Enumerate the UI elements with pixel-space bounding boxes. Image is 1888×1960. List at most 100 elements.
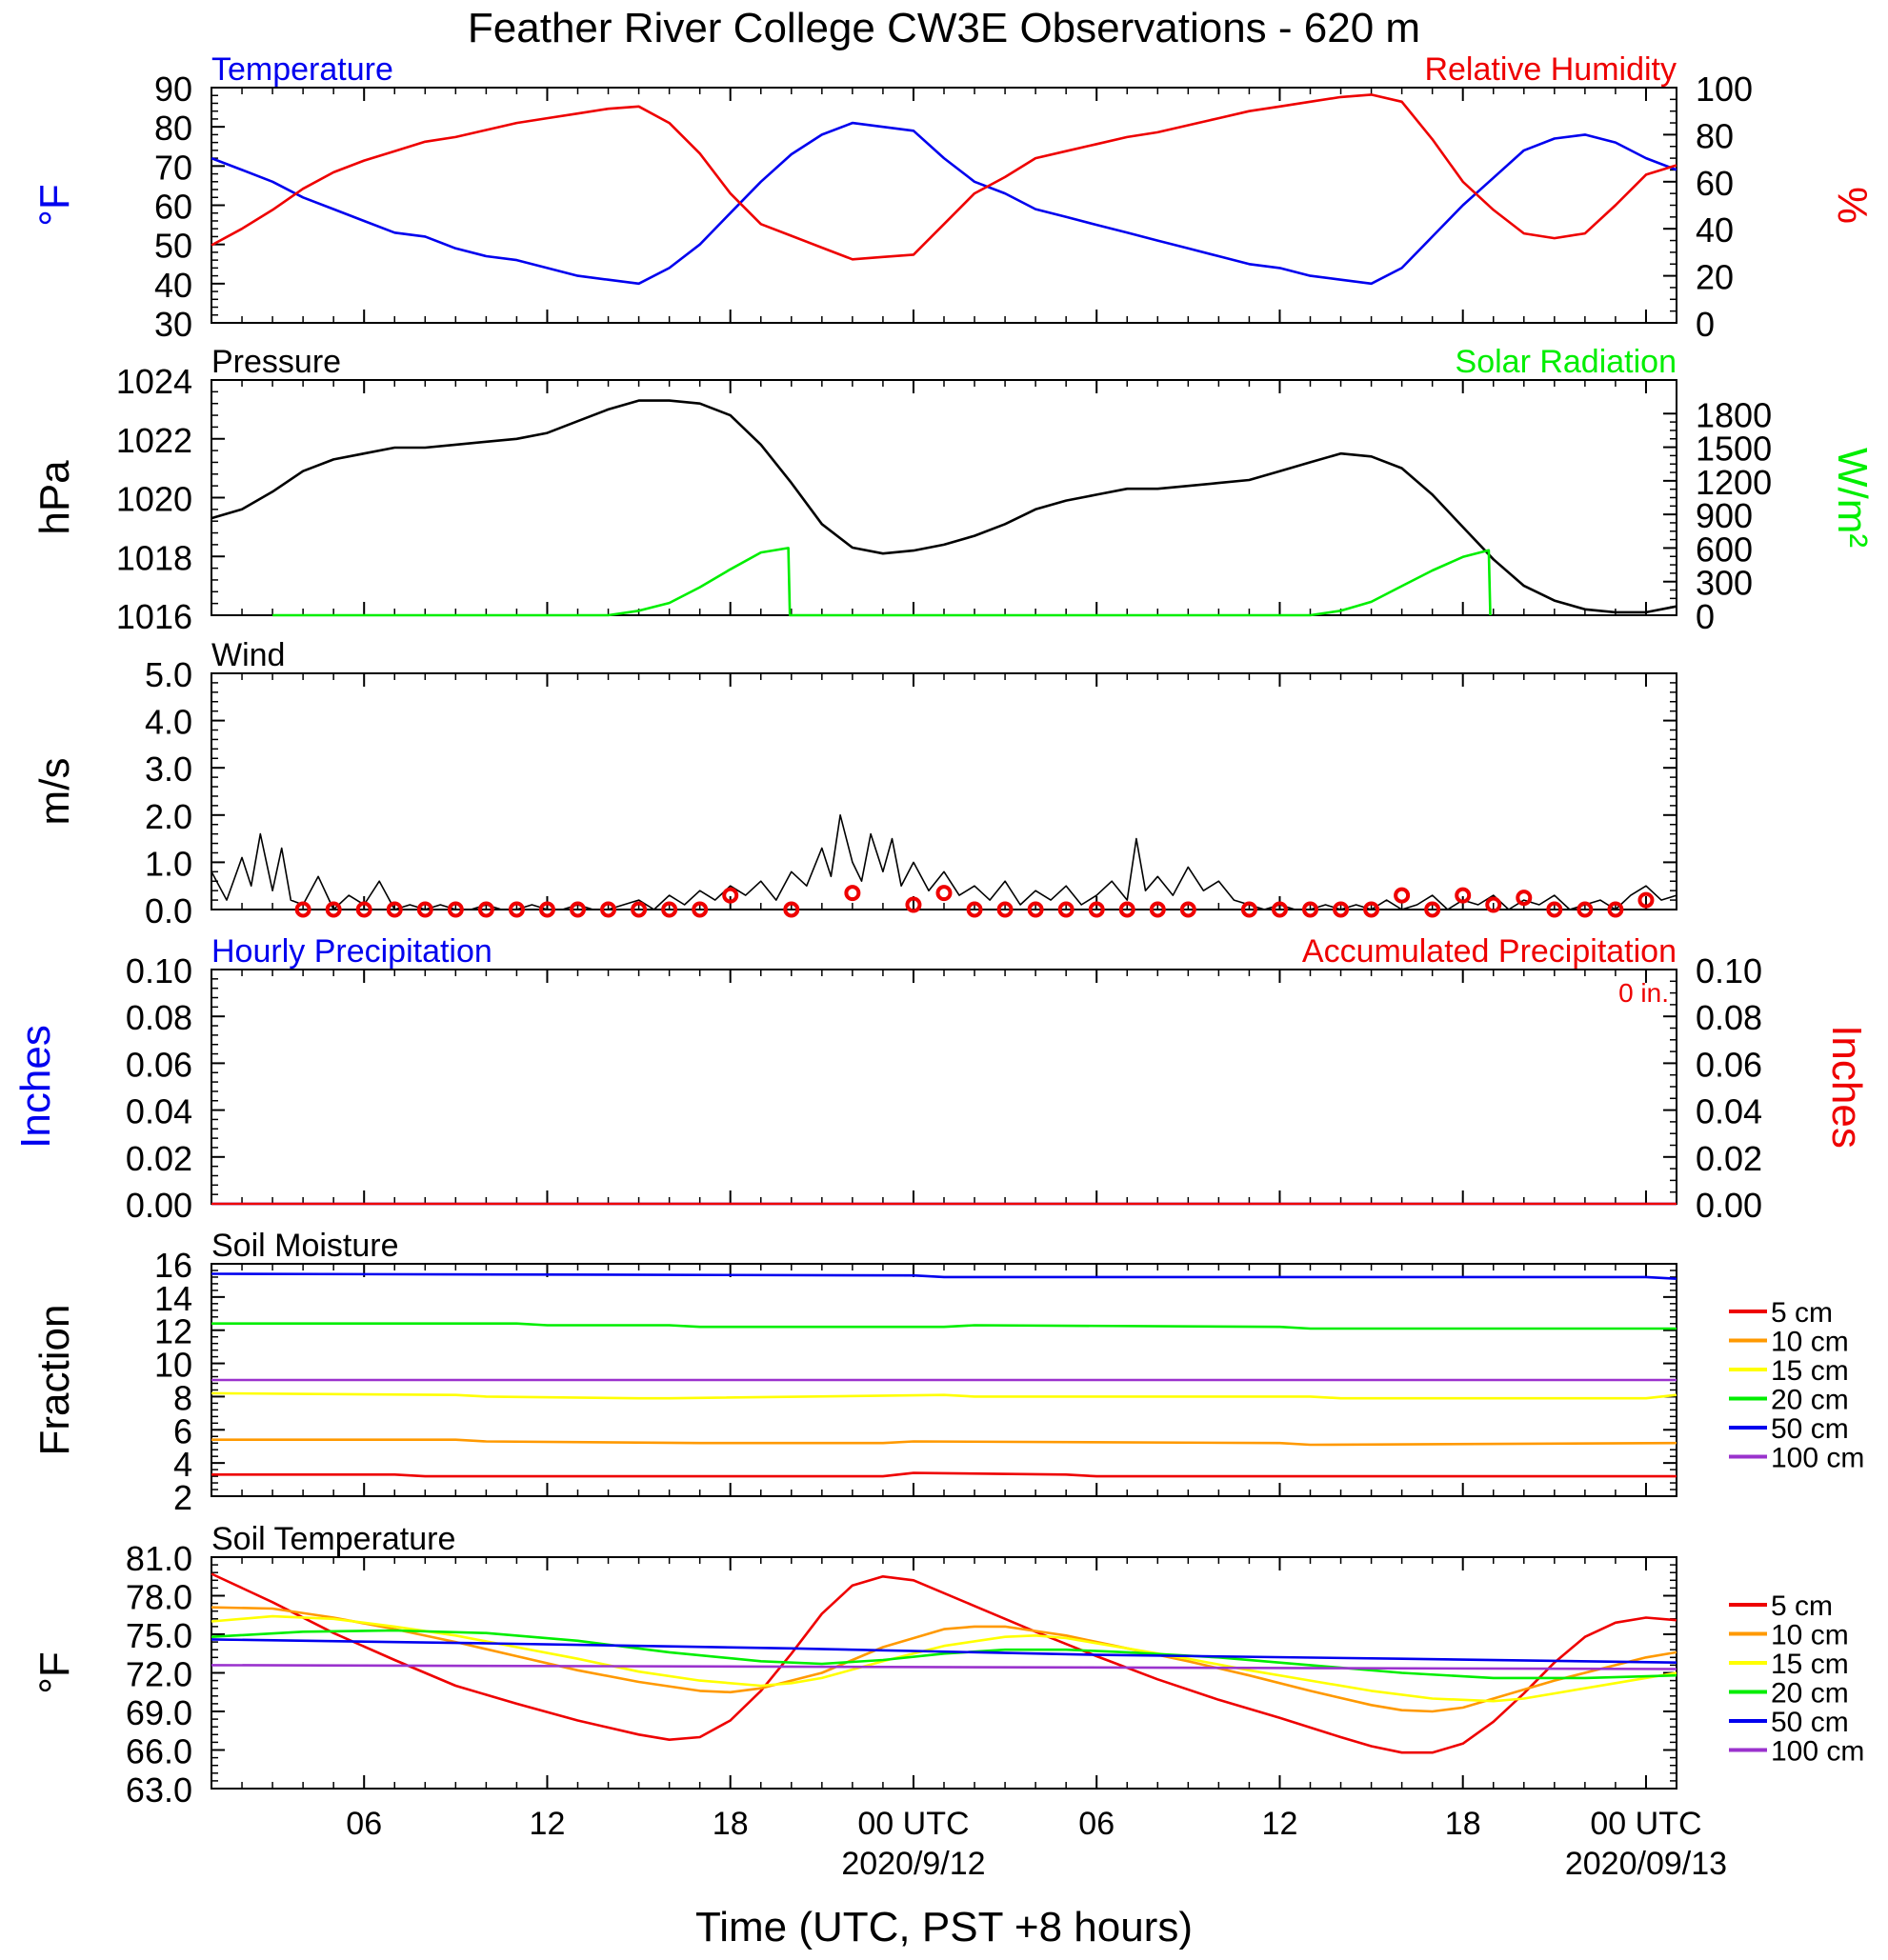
y-tick-label: 0.02 bbox=[126, 1139, 192, 1178]
x-axis: 06 12 18 00 UTC 06 12 18 00 UTC 2020/9/12 2020/09… bbox=[346, 1806, 1727, 1882]
y-tick-label: 81.0 bbox=[126, 1539, 192, 1578]
y-tick-label: 4 bbox=[173, 1445, 192, 1484]
series-line-solar-radiation bbox=[272, 547, 1492, 617]
y2-axis-label: % bbox=[1829, 187, 1876, 224]
y-tick-label: 1020 bbox=[116, 480, 192, 519]
panel-pressure_solar: 1016 1018 1020 1022 1024 hPa 03006009001200150… bbox=[31, 344, 1876, 636]
y2-tick-label: 1500 bbox=[1696, 430, 1772, 469]
y-tick-label: 0.00 bbox=[126, 1186, 192, 1225]
y-axis-label: °F bbox=[31, 1651, 78, 1693]
y-tick-label: 70 bbox=[154, 148, 192, 187]
panel-left-title: Hourly Precipitation bbox=[211, 933, 492, 970]
y2-tick-label: 100 bbox=[1696, 70, 1753, 109]
x-date-label: 2020/09/13 bbox=[1565, 1846, 1727, 1882]
figure-title: Feather River College CW3E Observations … bbox=[468, 5, 1420, 51]
panel-soil_temperature: 63.066.069.072.075.078.081.0 °F Soil Tempe… bbox=[31, 1521, 1864, 1810]
wind-direction-marker bbox=[1118, 901, 1135, 918]
y-tick-label: 40 bbox=[154, 266, 192, 305]
legend-label: 10 cm bbox=[1771, 1327, 1849, 1358]
y-tick-label: 78.0 bbox=[126, 1578, 192, 1617]
series-line-depth-1 bbox=[211, 1438, 1677, 1447]
wind-direction-marker bbox=[1485, 896, 1502, 913]
wind-direction-marker bbox=[1516, 890, 1533, 907]
wind-direction-marker bbox=[1607, 901, 1624, 918]
series-line-depth-4 bbox=[211, 1638, 1677, 1664]
panel-frame bbox=[211, 672, 1677, 910]
panel-frame bbox=[211, 87, 1677, 324]
wind-direction-marker bbox=[844, 885, 861, 902]
y-tick-label: 0.04 bbox=[126, 1092, 192, 1131]
legend-label: 15 cm bbox=[1771, 1355, 1849, 1387]
wind-direction-marker bbox=[1637, 891, 1655, 909]
y-tick-label: 0.10 bbox=[126, 951, 192, 990]
wind-direction-marker bbox=[1271, 901, 1288, 918]
legend-label: 5 cm bbox=[1771, 1297, 1833, 1329]
y-tick-label: 90 bbox=[154, 70, 192, 109]
series-line-depth-0 bbox=[211, 1572, 1677, 1754]
y-tick-label: 66.0 bbox=[126, 1732, 192, 1771]
panel-frame bbox=[211, 969, 1677, 1205]
wind-direction-marker bbox=[447, 901, 464, 918]
series-line-depth-4 bbox=[211, 1272, 1677, 1280]
wind-direction-marker bbox=[1302, 901, 1318, 918]
x-tick-label: 00 UTC bbox=[1590, 1806, 1701, 1842]
wind-direction-marker bbox=[416, 901, 433, 918]
y-axis-label: hPa bbox=[31, 460, 78, 535]
panel-left-title: Soil Temperature bbox=[211, 1521, 455, 1557]
legend-label: 100 cm bbox=[1771, 1443, 1864, 1474]
legend-label: 15 cm bbox=[1771, 1649, 1849, 1680]
y-tick-label: 1022 bbox=[116, 421, 192, 460]
x-tick-label: 00 UTC bbox=[857, 1806, 969, 1842]
wind-direction-marker bbox=[600, 901, 617, 918]
y-tick-label: 72.0 bbox=[126, 1655, 192, 1694]
wind-direction-marker bbox=[508, 901, 525, 918]
wind-direction-marker bbox=[1577, 901, 1594, 918]
y-tick-label: 4.0 bbox=[145, 703, 192, 742]
wind-direction-marker bbox=[692, 901, 709, 918]
wind-direction-marker bbox=[325, 901, 342, 918]
y2-tick-label: 0.10 bbox=[1696, 951, 1762, 990]
x-tick-label: 06 bbox=[346, 1806, 382, 1842]
y-tick-label: 63.0 bbox=[126, 1770, 192, 1810]
y-axis-label: Inches bbox=[12, 1025, 59, 1149]
wind-direction-marker bbox=[386, 901, 403, 918]
y-tick-label: 14 bbox=[154, 1279, 192, 1318]
wind-direction-marker bbox=[1394, 887, 1411, 904]
wind-direction-marker bbox=[1455, 887, 1472, 904]
wind-direction-marker bbox=[355, 901, 372, 918]
wind-direction-marker bbox=[1333, 901, 1350, 918]
y-tick-label: 2.0 bbox=[145, 797, 192, 836]
wind-direction-marker bbox=[1546, 901, 1563, 918]
wind-direction-marker bbox=[1057, 901, 1075, 918]
y2-tick-label: 0 bbox=[1696, 305, 1715, 344]
y-tick-label: 30 bbox=[154, 305, 192, 344]
y2-tick-label: 0.06 bbox=[1696, 1045, 1762, 1084]
wind-direction-marker bbox=[294, 901, 311, 918]
panel-left-title: Temperature bbox=[211, 51, 393, 88]
wind-direction-marker bbox=[477, 901, 494, 918]
wind-direction-marker bbox=[570, 901, 586, 918]
legend-label: 50 cm bbox=[1771, 1707, 1849, 1738]
y-tick-label: 75.0 bbox=[126, 1616, 192, 1655]
y-tick-label: 1.0 bbox=[145, 844, 192, 883]
y-tick-label: 5.0 bbox=[145, 655, 192, 694]
wind-direction-marker bbox=[905, 896, 922, 913]
y-tick-label: 6 bbox=[173, 1411, 192, 1450]
y-tick-label: 0.0 bbox=[145, 891, 192, 930]
series-line-depth-0 bbox=[211, 1471, 1677, 1478]
panel-right-title: Solar Radiation bbox=[1456, 344, 1677, 380]
wind-direction-marker bbox=[1179, 901, 1196, 918]
panel-frame bbox=[211, 379, 1677, 616]
series-line-wind bbox=[211, 813, 1677, 910]
series-line-pressure bbox=[211, 399, 1677, 614]
y-tick-label: 0.08 bbox=[126, 998, 192, 1037]
y2-tick-label: 0.08 bbox=[1696, 998, 1762, 1037]
y-tick-label: 60 bbox=[154, 188, 192, 227]
y-tick-label: 2 bbox=[173, 1478, 192, 1517]
y-tick-label: 1016 bbox=[116, 597, 192, 636]
series-line-depth-2 bbox=[211, 1391, 1677, 1400]
y2-tick-label: 0.00 bbox=[1696, 1186, 1762, 1225]
wind-direction-marker bbox=[1027, 901, 1044, 918]
x-tick-label: 12 bbox=[1262, 1806, 1298, 1842]
